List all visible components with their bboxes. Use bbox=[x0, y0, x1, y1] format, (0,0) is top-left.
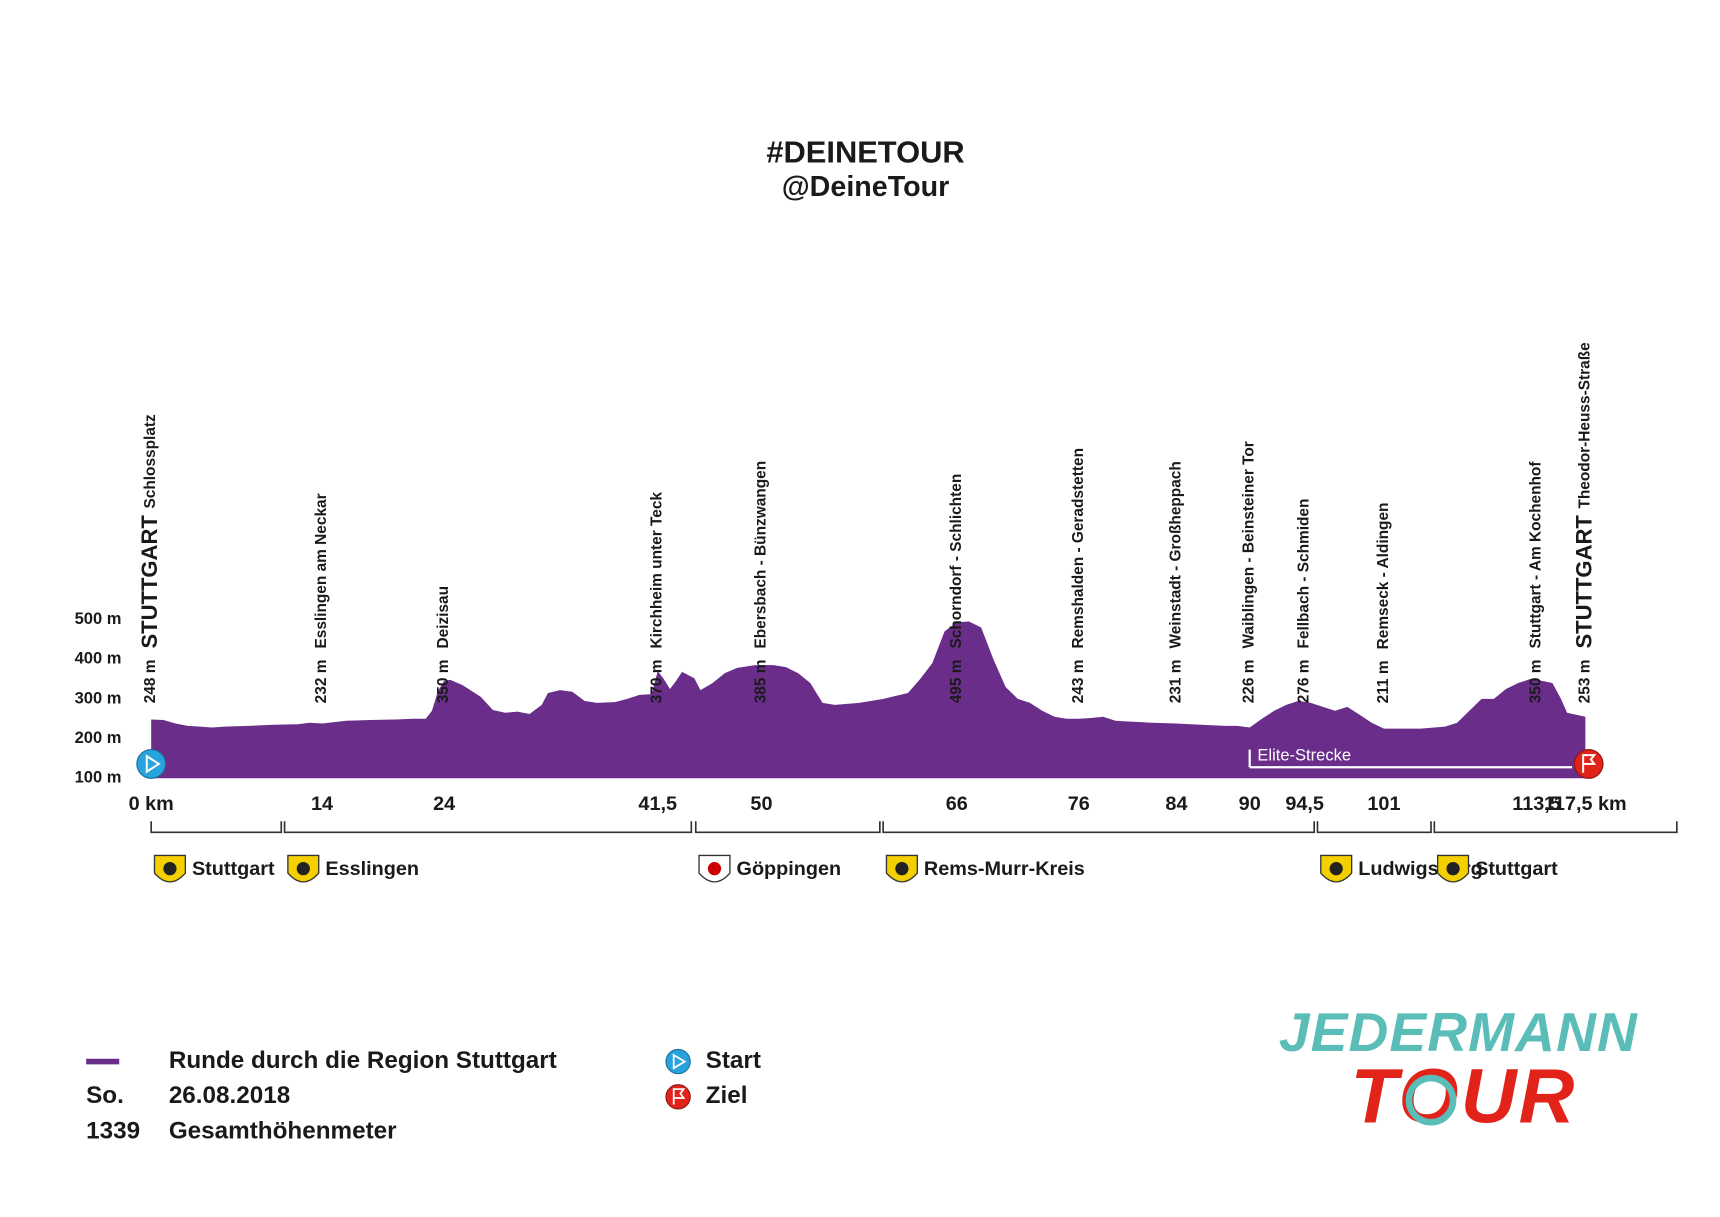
waypoint-elevation: 243 m bbox=[1070, 660, 1087, 704]
waypoint-name: STUTTGART bbox=[1571, 515, 1596, 649]
waypoint-detail: Schlossplatz bbox=[142, 414, 159, 509]
x-tick-label: 14 bbox=[311, 793, 333, 815]
waypoint-name: Stuttgart - Am Kochenhof bbox=[1528, 461, 1545, 649]
waypoint-elevation: 495 m bbox=[948, 660, 965, 704]
day: So. bbox=[86, 1082, 124, 1109]
x-tick-label: 50 bbox=[750, 793, 772, 815]
waypoint-name: Remseck - Aldingen bbox=[1375, 503, 1392, 650]
x-tick-label: 94,5 bbox=[1285, 793, 1324, 815]
district-crest-figure bbox=[1446, 862, 1460, 876]
x-tick-label: 84 bbox=[1165, 793, 1187, 815]
x-tick-label: 113,5 bbox=[1512, 793, 1561, 815]
waypoint-name: Deizisau bbox=[435, 586, 452, 649]
x-tick-label: 76 bbox=[1068, 793, 1090, 815]
logo-line2: TOUR bbox=[1351, 1054, 1577, 1140]
waypoint-elevation: 253 m bbox=[1576, 660, 1593, 704]
logo-ring bbox=[1405, 1074, 1457, 1126]
district-crest-figure bbox=[1329, 862, 1343, 876]
elite-label: Elite-Strecke bbox=[1257, 746, 1351, 765]
waypoint-label: 495 m Schorndorf - Schlichten bbox=[948, 474, 965, 704]
waypoint-label: 370 m Kirchheim unter Teck bbox=[649, 492, 666, 704]
waypoint-elevation: 350 m bbox=[1528, 660, 1545, 704]
x-tick-label: 41,5 bbox=[638, 793, 677, 815]
x-tick-label: 101 bbox=[1367, 793, 1400, 815]
waypoint-label: 231 m Weinstadt - Großheppach bbox=[1168, 461, 1185, 703]
waypoint-name: Esslingen am Neckar bbox=[313, 493, 330, 648]
waypoint-label: 253 m STUTTGART Theodor-Heuss-Straße bbox=[1571, 342, 1596, 703]
waypoint-elevation: 350 m bbox=[435, 660, 452, 704]
waypoint-elevation: 231 m bbox=[1168, 660, 1185, 704]
date: 26.08.2018 bbox=[169, 1082, 290, 1109]
legend-label: Runde durch die Region Stuttgart bbox=[169, 1047, 557, 1074]
district-name: Stuttgart bbox=[192, 858, 275, 880]
chart-title: #DEINETOUR bbox=[766, 134, 964, 169]
finish-icon bbox=[1582, 754, 1597, 773]
district-bracket bbox=[283, 821, 693, 834]
waypoint-elevation: 226 m bbox=[1241, 660, 1258, 704]
waypoint-name: Waiblingen - Beinsteiner Tor bbox=[1241, 441, 1258, 648]
waypoint-label: 226 m Waiblingen - Beinsteiner Tor bbox=[1241, 441, 1258, 703]
elevation-area bbox=[151, 621, 1586, 779]
district-bracket bbox=[1316, 821, 1432, 834]
district-bracket bbox=[150, 821, 283, 834]
logo-line1: JEDERMANN bbox=[1279, 1001, 1638, 1063]
start-icon bbox=[145, 754, 161, 774]
district-crest-figure bbox=[895, 862, 909, 876]
district-crest-figure bbox=[163, 862, 177, 876]
start-legend-icon bbox=[665, 1048, 691, 1075]
start-legend-label: Start bbox=[706, 1047, 761, 1074]
y-tick-label: 400 m bbox=[75, 649, 122, 668]
waypoint-label: 243 m Remshalden - Geradstetten bbox=[1070, 448, 1087, 703]
y-tick-label: 300 m bbox=[75, 688, 122, 707]
district-crest-figure bbox=[707, 862, 722, 876]
waypoint-label: 232 m Esslingen am Neckar bbox=[313, 493, 330, 703]
waypoint-detail: Theodor-Heuss-Straße bbox=[1576, 342, 1593, 509]
x-tick-label: 0 km bbox=[129, 793, 174, 815]
district-name: Rems-Murr-Kreis bbox=[924, 858, 1085, 880]
waypoint-label: 211 m Remseck - Aldingen bbox=[1375, 503, 1392, 704]
chart-subtitle: @DeineTour bbox=[782, 171, 950, 203]
y-tick-label: 100 m bbox=[75, 768, 122, 787]
waypoint-elevation: 232 m bbox=[313, 660, 330, 704]
district-name: Göppingen bbox=[737, 858, 842, 880]
waypoint-name: Remshalden - Geradstetten bbox=[1070, 448, 1087, 649]
waypoint-name: Kirchheim unter Teck bbox=[649, 492, 666, 649]
x-tick-label: 24 bbox=[433, 793, 455, 815]
waypoint-name: STUTTGART bbox=[137, 515, 162, 649]
waypoint-label: 385 m Ebersbach - Bünzwangen bbox=[753, 461, 770, 703]
waypoint-elevation: 385 m bbox=[753, 660, 770, 704]
start-marker bbox=[136, 749, 167, 779]
waypoint-label: 350 m Stuttgart - Am Kochenhof bbox=[1528, 461, 1545, 704]
x-tick-label: 90 bbox=[1239, 793, 1261, 815]
y-tick-label: 500 m bbox=[75, 609, 122, 628]
district-bracket bbox=[882, 821, 1315, 834]
waypoint-label: 350 m Deizisau bbox=[435, 586, 452, 703]
x-tick-label: 66 bbox=[946, 793, 968, 815]
district-bracket bbox=[1433, 821, 1678, 834]
waypoint-elevation: 248 m bbox=[142, 660, 159, 704]
waypoint-elevation: 211 m bbox=[1375, 660, 1392, 703]
district-name: Esslingen bbox=[325, 858, 419, 880]
district-crest-figure bbox=[296, 862, 310, 876]
district-name: Stuttgart bbox=[1475, 858, 1558, 880]
waypoint-name: Ebersbach - Bünzwangen bbox=[753, 461, 770, 649]
waypoint-name: Schorndorf - Schlichten bbox=[948, 474, 965, 649]
waypoint-label: 276 m Fellbach - Schmiden bbox=[1296, 499, 1313, 704]
finish-legend-label: Ziel bbox=[706, 1082, 748, 1109]
district-bracket bbox=[694, 821, 881, 834]
waypoint-name: Fellbach - Schmiden bbox=[1296, 499, 1313, 649]
waypoint-label: 248 m STUTTGART Schlossplatz bbox=[137, 414, 162, 703]
waypoint-elevation: 370 m bbox=[649, 660, 666, 704]
total-climb: 1339 bbox=[86, 1118, 140, 1145]
waypoint-elevation: 276 m bbox=[1296, 660, 1313, 704]
finish-legend-icon bbox=[665, 1084, 691, 1110]
waypoint-name: Weinstadt - Großheppach bbox=[1168, 461, 1185, 648]
y-tick-label: 200 m bbox=[75, 728, 122, 747]
x-tick-label: 117,5 km bbox=[1544, 793, 1627, 815]
total-climb-label: Gesamthöhenmeter bbox=[169, 1118, 397, 1145]
